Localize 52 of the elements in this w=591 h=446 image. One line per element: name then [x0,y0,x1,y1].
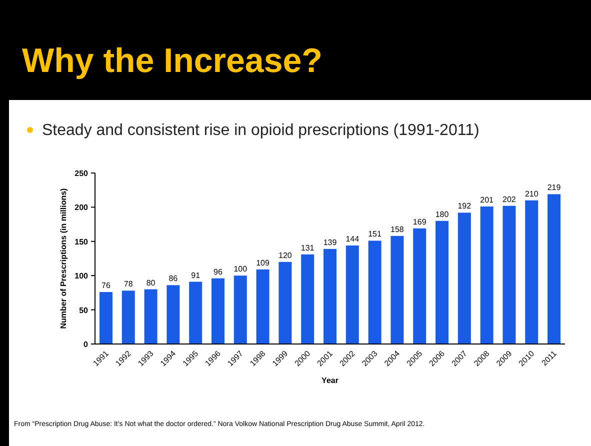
y-tick-label: 200 [74,203,89,212]
bar [480,206,494,344]
bar [413,228,426,344]
bar [189,282,202,344]
bar [458,212,471,344]
y-tick-label: 150 [74,237,89,246]
bar [368,240,382,344]
data-label: 86 [168,274,178,284]
bar [256,269,270,344]
data-label: 139 [323,238,338,247]
bar [525,200,538,344]
bar [166,285,180,344]
data-label: 96 [214,267,223,276]
data-label: 180 [435,210,450,219]
x-axis-title: Year [322,376,338,385]
bar [234,276,247,344]
data-label: 109 [256,258,270,268]
chart-title: Why the Increase? [22,42,322,80]
bar [502,206,516,344]
data-label: 144 [346,234,360,244]
data-label: 219 [547,183,562,192]
data-label: 100 [234,264,248,274]
y-axis-title: Number of Prescriptions (in millions) [59,188,68,329]
y-tick-label: 50 [79,306,89,315]
bar [346,246,359,344]
data-label: 80 [146,278,156,288]
data-label: 91 [191,270,201,280]
bar [144,289,158,344]
data-label: 78 [124,280,134,289]
bar [211,278,224,344]
data-label: 192 [458,202,472,211]
bar [548,194,561,344]
bar [436,220,449,344]
y-tick-label: 0 [84,340,89,349]
data-label: 210 [524,189,539,198]
y-tick-label: 100 [74,272,89,281]
data-label: 131 [300,243,315,252]
y-tick-label: 250 [74,169,89,178]
data-label: 76 [102,281,111,290]
data-label: 158 [390,224,404,234]
bar [390,236,404,344]
bar [278,262,292,344]
data-label: 169 [412,217,427,226]
data-label: 120 [278,250,292,260]
bar [122,290,135,344]
bar [99,292,112,344]
bar [324,248,336,344]
data-label: 202 [502,194,516,204]
chart-subtitle: Steady and consistent rise in opioid prescriptions (1991-2011) [42,122,480,139]
data-label: 201 [480,196,494,205]
bar [301,254,314,344]
data-label: 151 [368,230,382,239]
